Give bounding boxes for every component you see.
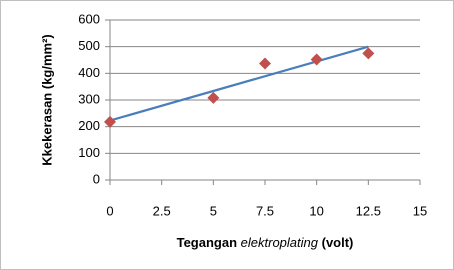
x-tick-label: 2.5 (153, 203, 171, 218)
x-axis-title: Tegangan elektroplating (volt) (177, 235, 354, 250)
y-tick-label: 100 (78, 145, 100, 160)
y-axis-title: Kkekerasan (kg/mm²) (39, 34, 54, 166)
trendline (109, 45, 369, 122)
y-tick-label: 200 (78, 118, 100, 133)
x-tick-label: 7.5 (256, 203, 274, 218)
x-axis-title-part: elektroplating (241, 235, 319, 250)
y-tick-label: 600 (78, 11, 100, 26)
marker (362, 47, 375, 60)
y-tick-label: 300 (78, 91, 100, 106)
y-tick-label: 400 (78, 65, 100, 80)
x-tick-label: 5 (210, 203, 217, 218)
x-axis-title-part: Tegangan (177, 235, 237, 250)
x-tick-label: 15 (413, 203, 427, 218)
marker (104, 115, 116, 128)
marker (310, 53, 323, 66)
marker (259, 57, 271, 70)
y-tick-label: 0 (93, 171, 100, 186)
x-tick-label: 10 (309, 203, 323, 218)
x-axis-title-part: (volt) (322, 235, 354, 250)
marker (207, 91, 220, 104)
x-tick-label: 0 (106, 203, 113, 218)
y-tick-label: 500 (78, 38, 100, 53)
x-tick-label: 12.5 (356, 203, 381, 218)
